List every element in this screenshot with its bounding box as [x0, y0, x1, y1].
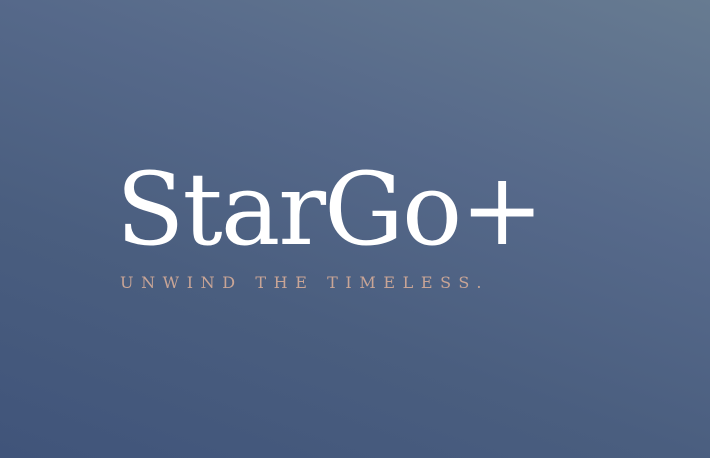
- brand-tagline: UNWIND THE TIMELESS.: [120, 273, 490, 292]
- brand-wordmark: StarGo+: [116, 151, 544, 268]
